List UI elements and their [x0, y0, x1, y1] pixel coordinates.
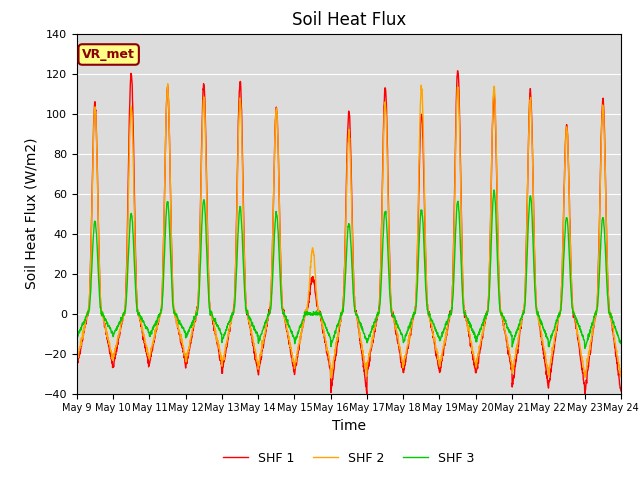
SHF 3 — [73, 335, 81, 340]
SHF 1 — [73, 364, 81, 370]
SHF 3 — [584, 331, 592, 337]
SHF 3 — [490, 187, 498, 193]
SHF 2 — [377, 269, 385, 275]
X-axis label: Time: Time — [332, 419, 366, 433]
Legend: SHF 1, SHF 2, SHF 3: SHF 1, SHF 2, SHF 3 — [218, 447, 479, 469]
SHF 2 — [584, 353, 592, 359]
SHF 3 — [581, 346, 589, 351]
SHF 2 — [617, 374, 625, 380]
SHF 3 — [569, 310, 577, 315]
SHF 2 — [365, 350, 372, 356]
SHF 2 — [327, 375, 335, 381]
SHF 1 — [508, 367, 515, 372]
SHF 2 — [508, 358, 515, 364]
SHF 1 — [363, 392, 371, 398]
SHF 1 — [570, 308, 577, 314]
SHF 1 — [584, 363, 592, 369]
Text: VR_met: VR_met — [82, 48, 135, 61]
SHF 2 — [164, 81, 172, 86]
Y-axis label: Soil Heat Flux (W/m2): Soil Heat Flux (W/m2) — [24, 138, 38, 289]
Line: SHF 2: SHF 2 — [77, 84, 621, 378]
Line: SHF 3: SHF 3 — [77, 190, 621, 348]
SHF 2 — [225, 330, 232, 336]
SHF 1 — [365, 360, 372, 366]
Title: Soil Heat Flux: Soil Heat Flux — [292, 11, 406, 29]
SHF 1 — [454, 68, 461, 73]
SHF 3 — [365, 336, 372, 342]
SHF 2 — [570, 310, 577, 315]
SHF 3 — [225, 321, 232, 326]
SHF 1 — [225, 332, 232, 338]
SHF 1 — [617, 388, 625, 394]
SHF 3 — [617, 340, 625, 346]
SHF 3 — [507, 332, 515, 338]
SHF 3 — [376, 299, 384, 305]
SHF 2 — [73, 360, 81, 366]
Line: SHF 1: SHF 1 — [77, 71, 621, 395]
SHF 1 — [376, 274, 384, 280]
